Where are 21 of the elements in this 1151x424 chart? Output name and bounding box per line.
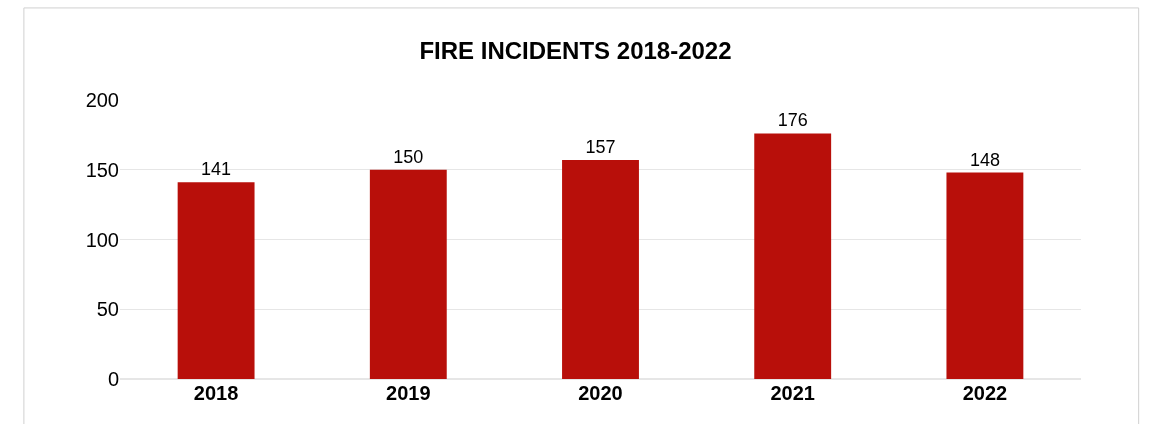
- x-tick-label: 2022: [962, 382, 1008, 404]
- x-tick-label: 2020: [578, 382, 623, 404]
- y-tick-label: 200: [85, 89, 119, 111]
- data-label: 150: [393, 146, 424, 167]
- x-tick-label: 2018: [193, 382, 239, 404]
- data-label: 157: [585, 136, 616, 157]
- bar: [946, 172, 1024, 379]
- y-tick-label: 0: [107, 368, 119, 390]
- bar: [177, 182, 255, 379]
- data-label: 176: [777, 110, 808, 131]
- x-tick-label: 2019: [386, 382, 431, 404]
- bar: [369, 169, 447, 379]
- y-tick-label: 150: [85, 158, 119, 181]
- y-tick-label: 50: [96, 298, 119, 321]
- data-label: 141: [201, 159, 232, 180]
- data-label: 148: [969, 149, 1000, 170]
- bar: [562, 159, 639, 379]
- chart-title: FIRE INCIDENTS 2018-2022: [419, 37, 732, 65]
- y-tick-label: 100: [85, 228, 119, 251]
- bar: [754, 133, 832, 379]
- x-tick-label: 2021: [770, 382, 815, 404]
